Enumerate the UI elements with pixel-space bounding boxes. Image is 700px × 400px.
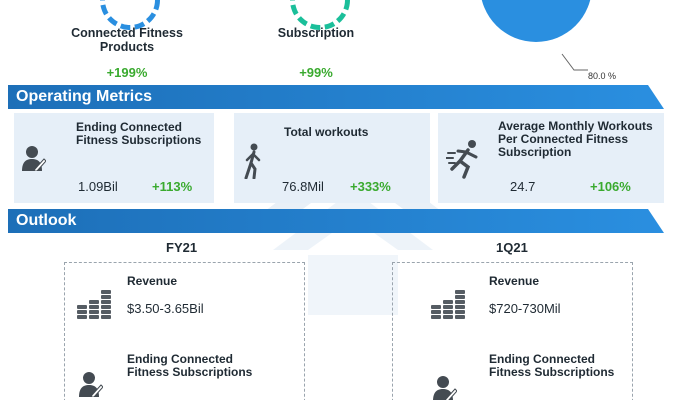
outlook-header: Outlook [8,209,664,233]
metric-title: Ending Connected Fitness Subscriptions [76,120,202,147]
revenue-value: $720-730Mil [489,301,561,316]
revenue-value: $3.50-3.65Bil [127,301,204,316]
user-pen-icon [22,146,46,171]
subscription-change: +99% [299,65,333,80]
revenue-mix-pie-chart [481,0,591,42]
pie-percent-label: 80.0 % [588,71,617,81]
metric-title: Total workouts [284,125,369,139]
pie-leader-line [561,53,588,71]
metric-value: 76.8Mil [282,179,324,194]
subscriptions-label: Ending Connected Fitness Subscriptions [127,352,253,379]
coin-stacks-icon [77,290,111,319]
user-pen-icon [79,372,103,397]
metric-card-subscriptions: Ending Connected Fitness Subscriptions 1… [14,113,214,203]
metric-change: +106% [590,179,631,194]
revenue-label: Revenue [127,274,178,288]
coin-stacks-icon [431,290,465,319]
user-pen-icon [433,376,457,400]
fy21-title: FY21 [166,240,198,255]
metric-card-avg-monthly-workouts: Average Monthly Workouts Per Connected F… [438,113,664,203]
metric-card-total-workouts: Total workouts 76.8Mil +333% [234,113,430,203]
1q21-title: 1Q21 [496,240,528,255]
revenue-label: Revenue [489,274,540,288]
products-change: +199% [106,65,148,80]
metric-change: +113% [152,179,193,194]
fy21-outlook-box: Revenue $3.50-3.65Bil Ending Connected F… [64,262,305,400]
subscription-label: Subscription [277,26,355,40]
products-label: Connected Fitness Products [71,26,183,54]
top-summary: Connected Fitness Products +199% Subscri… [0,0,700,84]
metric-change: +333% [350,179,391,194]
metric-value: 24.7 [510,179,536,194]
walking-person-icon [244,143,261,179]
subscriptions-label: Ending Connected Fitness Subscriptions [489,352,615,379]
1q21-outlook-box: Revenue $720-730Mil Ending Connected Fit… [392,262,633,400]
operating-metrics-header: Operating Metrics [8,85,664,109]
running-person-icon [446,140,478,179]
metric-title: Average Monthly Workouts Per Connected F… [498,119,653,159]
metric-value: 1.09Bil [78,179,118,194]
